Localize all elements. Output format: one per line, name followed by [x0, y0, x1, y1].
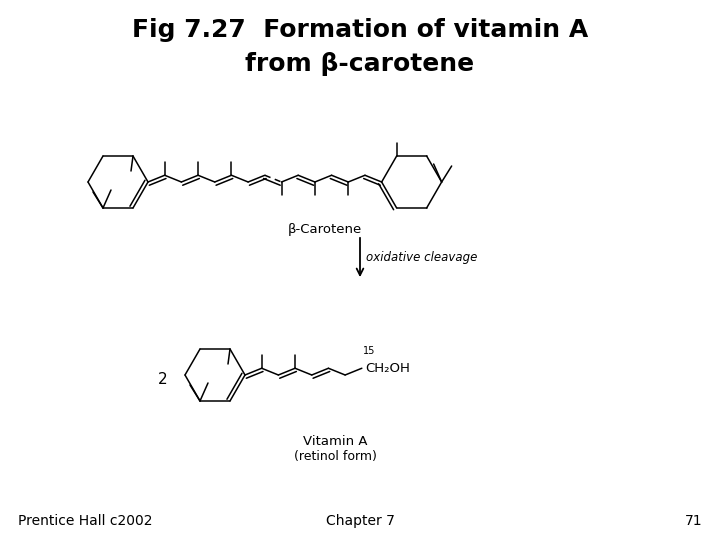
Text: CH₂OH: CH₂OH — [365, 362, 410, 375]
Text: 2: 2 — [158, 373, 168, 388]
Text: β-Carotene: β-Carotene — [288, 223, 362, 236]
Text: 15: 15 — [363, 346, 375, 356]
Text: (retinol form): (retinol form) — [294, 450, 377, 463]
Text: Prentice Hall c2002: Prentice Hall c2002 — [18, 514, 153, 528]
Text: Chapter 7: Chapter 7 — [325, 514, 395, 528]
Text: oxidative cleavage: oxidative cleavage — [366, 251, 477, 264]
Text: 71: 71 — [685, 514, 702, 528]
Text: Fig 7.27  Formation of vitamin A: Fig 7.27 Formation of vitamin A — [132, 18, 588, 42]
Text: Vitamin A: Vitamin A — [302, 435, 367, 448]
Text: from β-carotene: from β-carotene — [246, 52, 474, 76]
